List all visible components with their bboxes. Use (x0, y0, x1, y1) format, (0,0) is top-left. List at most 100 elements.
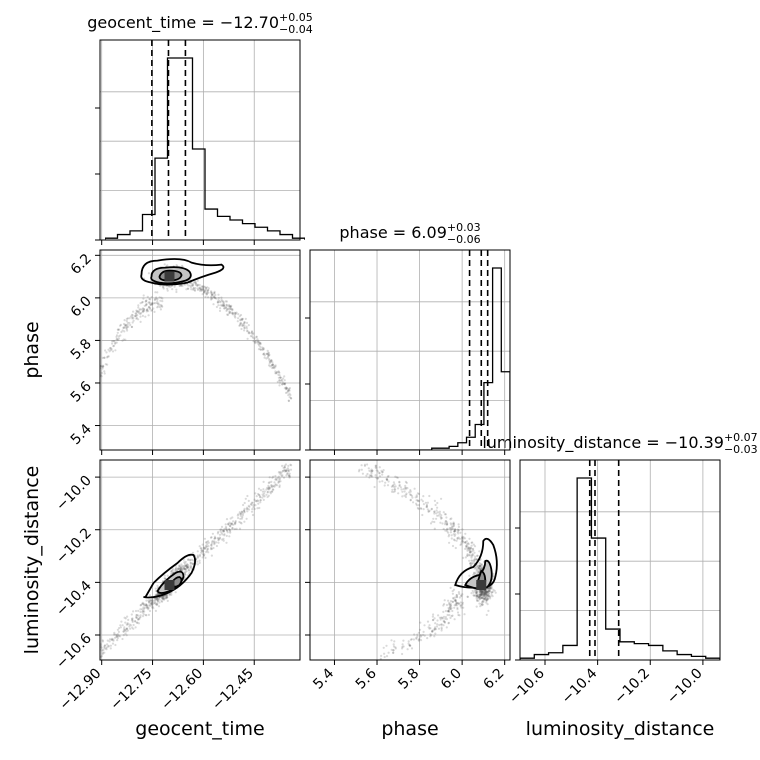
sample-point (210, 544, 213, 547)
sample-point (440, 497, 443, 500)
sample-point (130, 325, 134, 329)
sample-point (204, 286, 208, 289)
sample-point (256, 499, 259, 502)
sample-point (135, 314, 138, 318)
sample-point (387, 651, 390, 654)
sample-point (239, 513, 243, 516)
sample-point (204, 541, 208, 544)
sample-point (487, 592, 490, 595)
sample-point (238, 324, 242, 327)
sample-point (151, 302, 154, 305)
sample-point (251, 336, 255, 339)
sample-point (477, 567, 480, 570)
sample-point (182, 565, 185, 568)
sample-point (243, 501, 246, 505)
sample-point (472, 547, 475, 550)
sample-point (183, 561, 186, 564)
sample-point (143, 308, 146, 311)
sample-point (480, 592, 483, 596)
sample-point (392, 643, 395, 646)
sample-point (222, 539, 225, 542)
sample-point (240, 510, 244, 513)
sample-point (461, 535, 464, 538)
histogram-step (310, 267, 510, 450)
sample-point (233, 313, 237, 316)
sample-point (101, 652, 104, 656)
sample-point (268, 476, 271, 479)
sample-point (271, 363, 274, 366)
sample-point (462, 536, 465, 539)
sample-point (468, 553, 471, 557)
sample-point (484, 597, 487, 600)
sample-point (489, 595, 492, 598)
sample-point (448, 603, 451, 606)
sample-point (104, 363, 107, 366)
sample-point (385, 644, 388, 647)
sample-point (460, 536, 464, 540)
sample-point (117, 635, 120, 638)
sample-point (227, 522, 230, 525)
sample-point (375, 476, 378, 479)
sample-point (485, 613, 488, 617)
sample-point (487, 594, 490, 598)
sample-point (185, 288, 188, 291)
title-plus-error: +0.07 (724, 431, 758, 444)
sample-point (121, 339, 124, 342)
sample-point (225, 303, 228, 306)
sample-point (145, 604, 148, 607)
sample-point (428, 494, 431, 498)
sample-point (162, 597, 165, 600)
sample-point (137, 310, 140, 313)
sample-point (220, 531, 223, 534)
sample-point (390, 639, 393, 642)
sample-point (174, 568, 177, 571)
sample-point (478, 590, 481, 593)
sample-point (483, 591, 486, 594)
sample-point (456, 530, 459, 534)
sample-point (431, 630, 434, 633)
sample-point (452, 522, 455, 525)
sample-point (272, 366, 275, 369)
sample-point (123, 626, 126, 629)
sample-point (430, 630, 434, 633)
sample-point (224, 525, 228, 529)
sample-point (252, 340, 255, 343)
sample-point (370, 472, 373, 475)
sample-point (483, 593, 486, 596)
sample-point (283, 387, 286, 390)
sample-point (473, 571, 476, 574)
sample-point (210, 297, 213, 300)
sample-point (150, 603, 153, 606)
sample-point (240, 327, 243, 331)
sample-point (257, 487, 261, 490)
sample-point (205, 550, 208, 554)
sample-point (218, 536, 221, 539)
sample-point (125, 324, 128, 327)
sample-point (282, 382, 286, 385)
sample-point (232, 523, 235, 526)
sample-point (431, 630, 434, 633)
sample-point (283, 379, 286, 382)
sample-point (141, 601, 144, 605)
sample-point (415, 502, 418, 505)
sample-point (184, 568, 187, 571)
sample-point (277, 471, 280, 474)
sample-point (445, 603, 449, 607)
sample-point (479, 592, 482, 595)
sample-point (212, 303, 215, 306)
sample-point (207, 541, 210, 544)
sample-point (126, 329, 129, 332)
sample-point (368, 474, 371, 477)
sample-point (433, 627, 437, 630)
sample-point (225, 528, 228, 531)
sample-point (288, 474, 291, 477)
sample-point (258, 495, 262, 498)
sample-point (405, 493, 408, 496)
sample-point (486, 591, 489, 594)
sample-point (180, 566, 183, 569)
sample-point (278, 477, 282, 480)
sample-point (261, 496, 264, 499)
sample-point (226, 523, 230, 526)
sample-point (233, 527, 236, 531)
sample-point (479, 605, 482, 608)
